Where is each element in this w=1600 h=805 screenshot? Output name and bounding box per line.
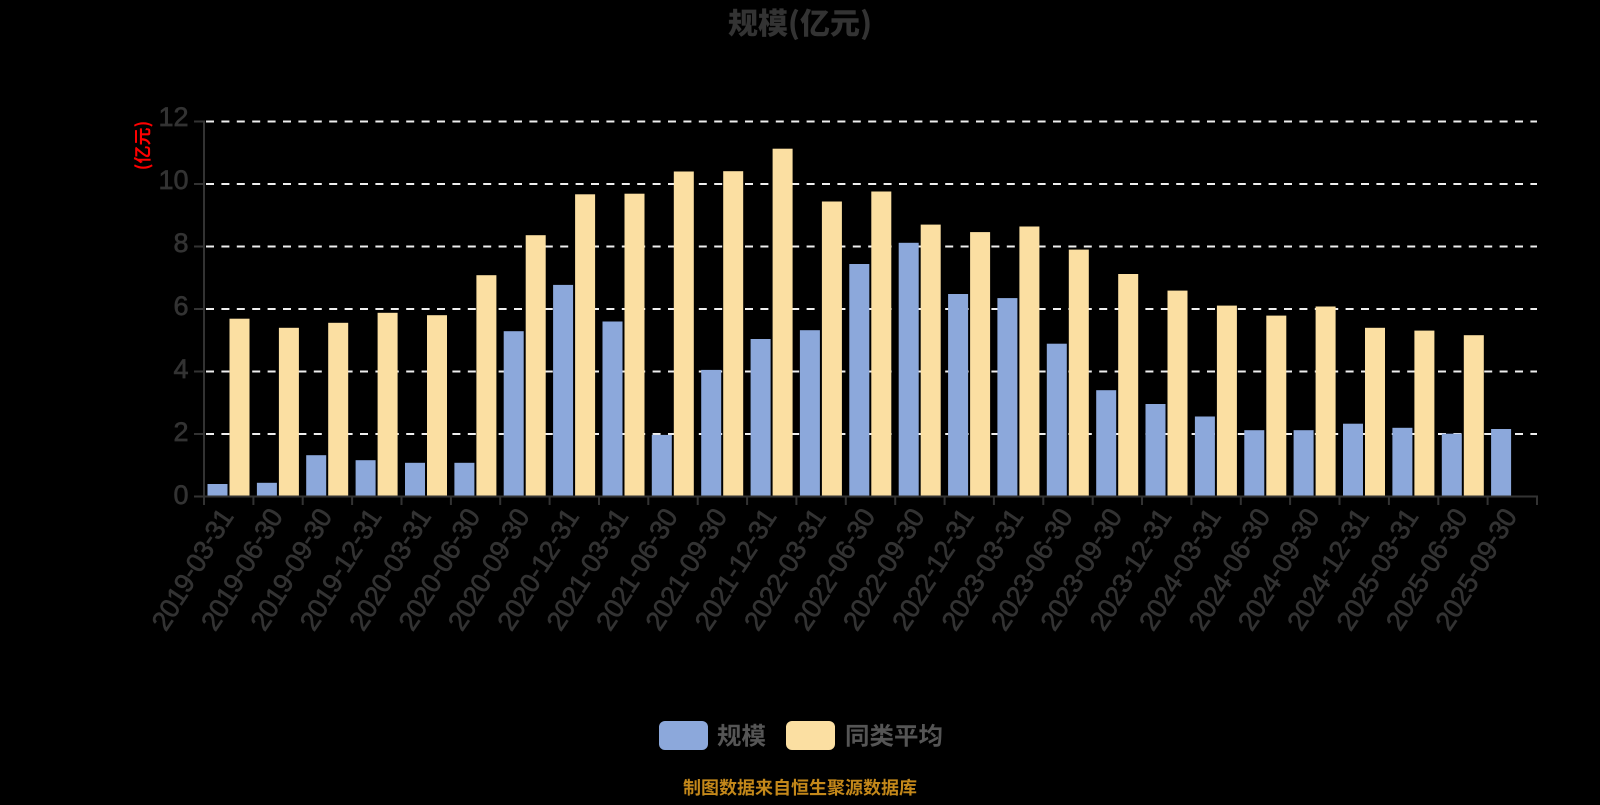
svg-text:6: 6 xyxy=(173,291,188,321)
svg-text:2: 2 xyxy=(173,417,188,447)
svg-text:12: 12 xyxy=(158,102,188,132)
svg-text:0: 0 xyxy=(173,480,188,510)
svg-text:8: 8 xyxy=(173,228,188,258)
svg-text:4: 4 xyxy=(173,354,188,384)
svg-text:10: 10 xyxy=(158,165,188,195)
